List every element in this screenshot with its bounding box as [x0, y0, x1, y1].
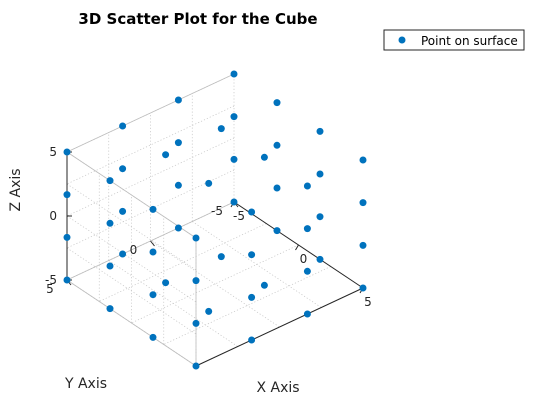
- grid-line: [66, 247, 197, 335]
- legend: Point on surface: [383, 29, 525, 51]
- x-tick-label: -5: [233, 209, 245, 223]
- data-point: [230, 113, 238, 121]
- data-point: [119, 207, 127, 215]
- x-tick-mark: [295, 244, 299, 251]
- y-tick-label: -5: [211, 204, 223, 218]
- data-point: [230, 70, 238, 78]
- data-point: [217, 125, 225, 133]
- box-edge: [66, 73, 235, 153]
- legend-box: [383, 29, 525, 51]
- y-axis-line: [195, 287, 364, 367]
- data-point: [149, 333, 157, 341]
- box-edge: [66, 279, 197, 367]
- data-point: [359, 199, 367, 207]
- data-point: [106, 305, 114, 313]
- x-tick-label: 0: [300, 252, 308, 266]
- data-point: [205, 307, 213, 315]
- data-point: [248, 293, 256, 301]
- data-point: [359, 156, 367, 164]
- data-point: [149, 248, 157, 256]
- data-point: [162, 279, 170, 287]
- data-point: [192, 234, 200, 242]
- data-point: [316, 170, 324, 178]
- data-point: [63, 233, 71, 241]
- data-point: [273, 99, 281, 107]
- z-tick-label: -5: [45, 273, 57, 287]
- data-point: [303, 310, 311, 318]
- z-tick-label: 5: [49, 145, 57, 159]
- data-point: [248, 336, 256, 344]
- grid-line: [150, 240, 280, 328]
- data-point: [162, 151, 170, 159]
- data-point: [192, 362, 200, 370]
- data-point: [149, 205, 157, 213]
- y-tick-mark: [150, 240, 155, 247]
- grid-line: [192, 221, 322, 308]
- data-point: [174, 181, 182, 189]
- x-tick-label: 5: [364, 295, 372, 309]
- box-edge: [66, 151, 197, 239]
- data-point: [119, 165, 127, 173]
- grid-line: [66, 183, 197, 271]
- data-point: [106, 262, 114, 270]
- data-point: [205, 179, 213, 187]
- grid-line: [108, 260, 238, 347]
- data-point: [359, 284, 367, 292]
- y-tick-label: 0: [130, 243, 138, 257]
- data-point: [106, 219, 114, 227]
- data-point: [359, 241, 367, 249]
- legend-entry: Point on surface: [421, 34, 518, 48]
- data-point: [316, 255, 324, 263]
- data-point: [217, 253, 225, 261]
- data-point: [316, 213, 324, 221]
- data-points: [63, 70, 367, 370]
- chart-title: 3D Scatter Plot for the Cube: [78, 10, 317, 28]
- data-point: [106, 177, 114, 185]
- data-point: [63, 191, 71, 199]
- data-point: [174, 224, 182, 232]
- grid-line: [66, 215, 197, 303]
- data-point: [273, 184, 281, 192]
- data-point: [273, 227, 281, 235]
- data-point: [248, 208, 256, 216]
- data-point: [149, 291, 157, 299]
- y-axis-label: Y Axis: [64, 376, 107, 392]
- data-point: [119, 122, 127, 130]
- data-point: [230, 155, 238, 163]
- z-axis-label: Z Axis: [8, 168, 24, 211]
- data-point: [303, 182, 311, 190]
- legend-marker: [398, 36, 406, 44]
- data-point: [119, 250, 127, 258]
- y-tick-label: 5: [46, 282, 54, 296]
- data-point: [192, 319, 200, 327]
- data-point: [63, 276, 71, 284]
- data-point: [260, 153, 268, 161]
- data-point: [248, 251, 256, 259]
- data-point: [192, 277, 200, 285]
- x-axis-label: X Axis: [256, 380, 299, 396]
- data-point: [303, 225, 311, 233]
- data-point: [260, 281, 268, 289]
- data-point: [230, 198, 238, 206]
- data-point: [303, 267, 311, 275]
- data-point: [174, 139, 182, 147]
- data-point: [273, 141, 281, 149]
- data-point: [63, 148, 71, 156]
- grid-and-box: [66, 73, 364, 367]
- data-point: [174, 96, 182, 104]
- z-tick-label: 0: [49, 209, 57, 223]
- data-point: [316, 127, 324, 135]
